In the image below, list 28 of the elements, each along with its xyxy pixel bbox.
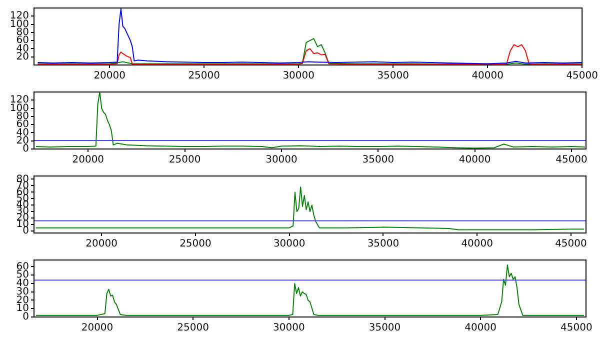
x-tick-label: 40000 (472, 70, 504, 82)
x-tick-label: 40000 (461, 238, 494, 250)
x-tick-label: 35000 (362, 154, 394, 166)
x-tick-label: 25000 (180, 238, 212, 250)
x-tick-label: 35000 (367, 238, 400, 250)
x-tick-label: 45000 (560, 322, 592, 334)
y-tick-label: 0 (22, 312, 29, 323)
x-tick-label: 25000 (188, 70, 220, 82)
x-tick-label: 40000 (464, 322, 496, 334)
x-tick-label: 20000 (86, 238, 118, 250)
x-tick-label: 25000 (177, 322, 209, 334)
x-tick-label: 25000 (168, 154, 201, 166)
x-tick-label: 40000 (458, 154, 491, 166)
x-tick-label: 45000 (555, 238, 587, 250)
x-tick-label: 20000 (72, 154, 104, 166)
x-tick-label: 30000 (273, 238, 306, 250)
y-tick-label: 0 (22, 226, 29, 237)
y-tick-label: 0 (22, 144, 29, 155)
x-tick-label: 20000 (94, 70, 126, 82)
x-tick-label: 35000 (377, 70, 409, 82)
x-tick-label: 30000 (266, 154, 298, 166)
x-tick-label: 45000 (556, 154, 588, 166)
x-tick-label: 30000 (273, 322, 305, 334)
x-tick-label: 45000 (566, 70, 598, 82)
y-tick-label: 20 (16, 51, 29, 62)
x-tick-label: 35000 (368, 322, 401, 334)
x-tick-label: 20000 (81, 322, 114, 334)
x-tick-label: 30000 (282, 70, 315, 82)
